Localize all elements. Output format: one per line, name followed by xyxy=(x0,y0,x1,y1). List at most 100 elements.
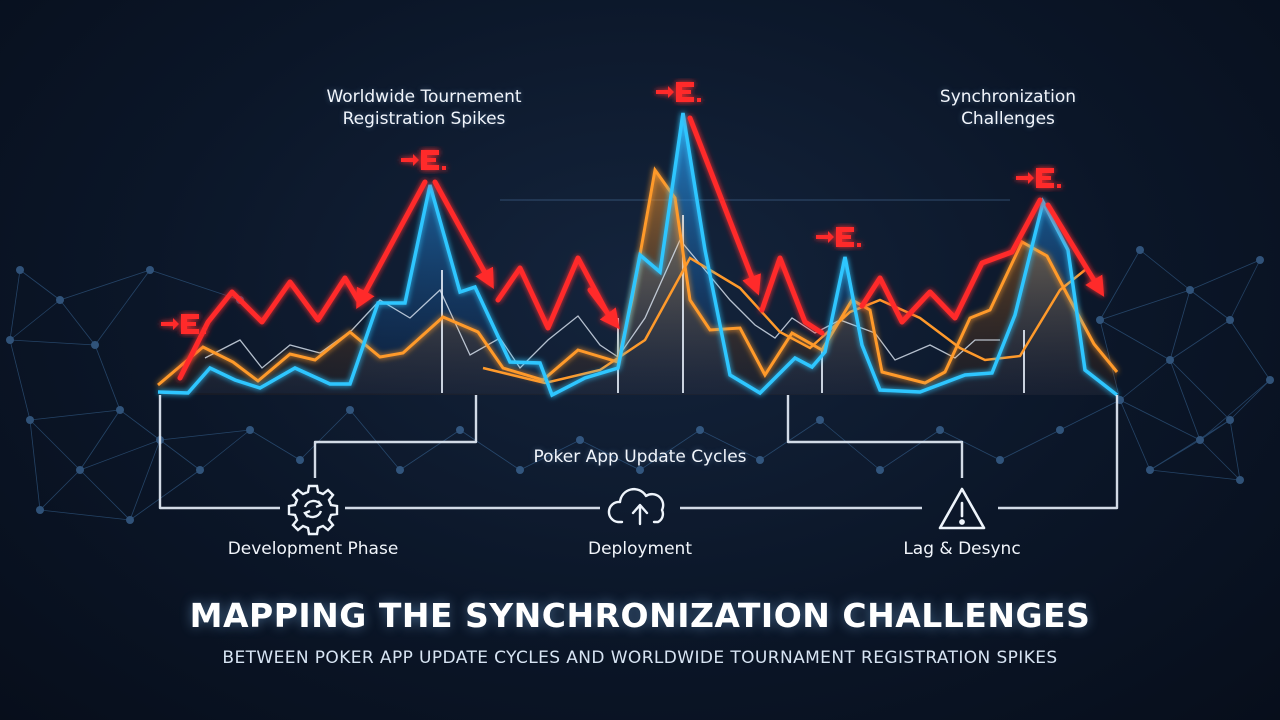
network-node xyxy=(816,416,824,424)
spike-marker-icon xyxy=(161,314,206,334)
spike-marker-icon xyxy=(401,150,446,170)
spike-arrow-far-right xyxy=(1045,202,1105,297)
network-node xyxy=(636,466,644,474)
spike-arrow-down-left xyxy=(356,179,428,310)
network-node xyxy=(116,406,124,414)
network-node xyxy=(1196,436,1204,444)
stage-label-development: Development Phase xyxy=(227,539,399,559)
spikes-annotation-line2: Registration Spikes xyxy=(342,109,506,129)
spikes-annotation: Worldwide Tournement Registration Spikes xyxy=(294,86,554,130)
network-link xyxy=(759,419,821,461)
update-cycles-label: Poker App Update Cycles xyxy=(533,447,747,467)
page-title: MAPPING THE SYNCHRONIZATION CHALLENGES xyxy=(189,596,1091,635)
bracket-connectors xyxy=(158,395,1119,510)
network-link xyxy=(1229,259,1261,321)
spike-arrow-down-right xyxy=(432,179,494,290)
network-node xyxy=(1236,476,1244,484)
network-node xyxy=(936,426,944,434)
network-link xyxy=(94,344,121,411)
network-link xyxy=(29,419,41,511)
stage-label-lag: Lag & Desync xyxy=(903,539,1021,559)
network-node xyxy=(1256,256,1264,264)
network-link xyxy=(1229,319,1271,381)
registration-series-line xyxy=(157,112,1119,398)
network-node xyxy=(346,406,354,414)
spike-line-mid xyxy=(495,255,613,331)
update-area xyxy=(158,170,1117,395)
network-node xyxy=(1136,246,1144,254)
network-link xyxy=(1119,359,1171,401)
network-link xyxy=(1229,379,1271,421)
network-node xyxy=(1266,376,1274,384)
sync-annotation-line1: Synchronization xyxy=(939,87,1077,107)
network-link xyxy=(1149,419,1231,471)
network-node xyxy=(36,506,44,514)
network-link xyxy=(1099,249,1141,321)
network-link xyxy=(1169,289,1191,361)
gear-sync-icon xyxy=(287,484,339,536)
network-node xyxy=(876,466,884,474)
network-link xyxy=(159,429,251,441)
spike-line-left xyxy=(177,275,361,381)
network-link xyxy=(79,409,121,471)
network-link xyxy=(1139,249,1191,291)
spike-line-far xyxy=(859,197,1043,325)
network-node xyxy=(1186,286,1194,294)
warning-triangle-icon xyxy=(938,487,986,530)
spike-arrow-peak xyxy=(687,115,761,296)
network-link xyxy=(94,269,151,346)
network-link xyxy=(1199,379,1271,441)
network-link xyxy=(349,409,401,471)
network-link xyxy=(1169,359,1201,441)
stage-label-deployment: Deployment xyxy=(588,539,692,559)
network-link xyxy=(9,299,61,341)
network-link xyxy=(819,419,881,471)
network-node xyxy=(91,341,99,349)
network-node xyxy=(756,456,764,464)
network-node xyxy=(1096,316,1104,324)
network-node xyxy=(576,436,584,444)
network-node xyxy=(1226,416,1234,424)
network-link xyxy=(129,439,161,521)
network-node xyxy=(1226,316,1234,324)
network-link xyxy=(1099,289,1191,321)
network-link xyxy=(39,509,131,521)
network-link xyxy=(1189,289,1231,321)
sync-annotation: Synchronization Challenges xyxy=(898,86,1118,130)
network-node xyxy=(396,466,404,474)
network-link xyxy=(59,299,96,346)
network-link xyxy=(1229,419,1241,481)
spike-arrows xyxy=(177,115,1105,381)
network-link xyxy=(39,469,81,511)
network-node xyxy=(126,516,134,524)
network-link xyxy=(79,439,161,471)
network-link xyxy=(879,429,941,471)
network-link xyxy=(639,429,701,471)
spikes-annotation-line1: Worldwide Tournement xyxy=(326,87,522,107)
network-link xyxy=(459,429,521,471)
network-link xyxy=(399,429,461,471)
network-link xyxy=(159,439,201,471)
network-link xyxy=(29,409,121,421)
network-link xyxy=(519,439,581,471)
spike-line-right xyxy=(759,255,825,336)
network-background xyxy=(6,246,1274,524)
network-link xyxy=(1099,319,1171,361)
network-link xyxy=(19,269,61,301)
spike-marker-icon xyxy=(656,82,701,102)
registration-area xyxy=(158,113,1117,395)
network-link xyxy=(1119,399,1201,441)
network-node xyxy=(6,336,14,344)
spike-marker-icon xyxy=(816,227,861,247)
network-node xyxy=(1146,466,1154,474)
network-link xyxy=(579,439,641,471)
spike-arrow-mid xyxy=(587,287,620,330)
network-link xyxy=(1169,359,1231,421)
network-node xyxy=(146,266,154,274)
update-series-line xyxy=(157,166,1119,387)
network-node xyxy=(696,426,704,434)
network-node xyxy=(1056,426,1064,434)
network-link xyxy=(1059,399,1121,431)
network-node xyxy=(1166,356,1174,364)
network-link xyxy=(939,429,1001,461)
